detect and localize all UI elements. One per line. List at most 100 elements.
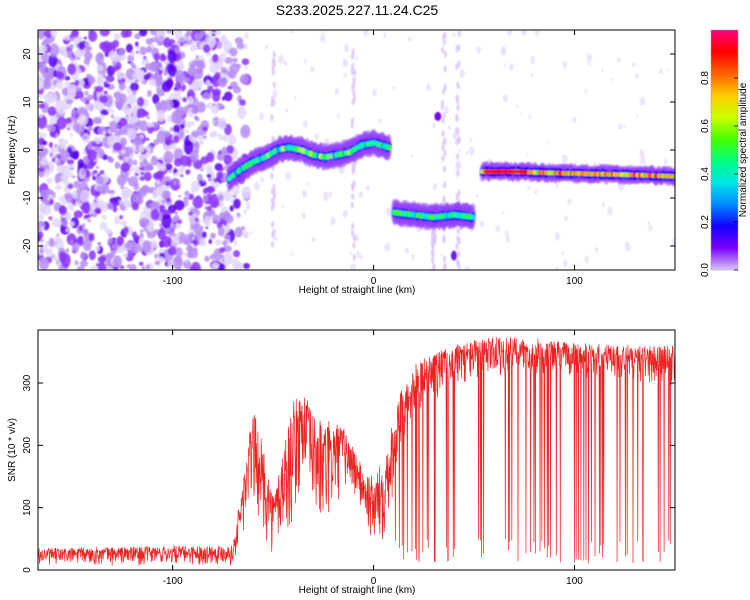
heat-blob: [91, 142, 97, 147]
heat-blob: [221, 254, 225, 259]
heat-blob: [186, 160, 192, 167]
heat-blob: [173, 124, 180, 134]
heat-blob: [75, 90, 84, 99]
heat-blob: [84, 51, 93, 61]
heat-blob: [69, 34, 73, 38]
heat-blob: [554, 232, 561, 241]
heat-blob: [457, 189, 461, 197]
heat-blob: [350, 68, 354, 76]
heat-blob: [46, 68, 54, 77]
heat-blob: [526, 153, 529, 157]
heat-blob: [154, 260, 161, 266]
heat-blob: [95, 176, 105, 185]
heat-blob: [456, 169, 460, 177]
heat-blob: [232, 194, 237, 199]
heat-blob: [134, 33, 141, 40]
heat-blob: [82, 228, 89, 237]
heat-blob: [82, 238, 92, 252]
heat-blob: [224, 123, 232, 136]
heat-blob: [220, 66, 227, 73]
heat-blob: [349, 251, 352, 256]
heat-blob: [56, 79, 64, 90]
heat-blob: [119, 220, 126, 226]
heat-blob: [351, 48, 355, 56]
heat-blob: [594, 246, 599, 253]
heat-blob: [222, 146, 227, 154]
heat-blob: [70, 239, 74, 244]
y-tick-label: 10: [22, 96, 33, 108]
heat-blob: [272, 183, 276, 191]
heat-blob: [140, 171, 145, 176]
heat-blob: [38, 202, 47, 214]
colorbar-gradient: [711, 30, 738, 270]
heat-blob: [112, 142, 123, 152]
heat-blob: [442, 255, 447, 263]
heat-blob: [212, 103, 216, 106]
heat-blob: [72, 153, 79, 160]
heat-blob: [270, 241, 275, 249]
heat-blob: [239, 74, 250, 85]
heat-blob: [116, 53, 127, 61]
heat-blob: [199, 30, 206, 37]
heat-blob: [504, 230, 509, 237]
heat-blob: [183, 140, 194, 155]
heat-blob: [74, 260, 79, 266]
heat-blob: [304, 58, 307, 63]
x-tick-label: -100: [163, 276, 183, 287]
heat-blob: [67, 49, 73, 58]
heat-blob: [561, 251, 564, 256]
heat-blob: [165, 163, 170, 168]
heat-blob: [66, 159, 75, 165]
spectrogram-x-ticks: -100 0 100: [163, 30, 583, 287]
heat-blob: [188, 194, 194, 200]
heat-blob: [272, 50, 276, 58]
heat-blob: [95, 263, 100, 267]
heat-blob: [68, 221, 75, 227]
heat-blob: [301, 189, 307, 198]
heat-blob: [39, 44, 47, 53]
heat-blob: [118, 82, 126, 91]
heat-blob: [350, 222, 355, 230]
heat-blob: [123, 199, 132, 208]
heat-blob: [101, 40, 112, 54]
heat-blob: [169, 236, 180, 247]
heat-blob: [242, 263, 250, 270]
heat-blob: [457, 30, 461, 38]
heat-blob: [648, 224, 653, 232]
spectrogram-y-label: Frequency (Hz): [7, 116, 18, 185]
heat-spot: [434, 111, 442, 121]
heat-blob: [166, 30, 174, 34]
heat-blob: [47, 106, 57, 117]
heat-blob: [352, 180, 356, 188]
heat-blob: [223, 220, 228, 226]
heat-blob: [139, 46, 147, 56]
heat-blob: [138, 261, 144, 266]
x-tick-label: 100: [566, 576, 583, 587]
heat-blob: [96, 64, 104, 72]
heat-blob: [84, 90, 89, 96]
heat-blob: [161, 213, 172, 229]
heat-blob: [216, 153, 222, 161]
heat-blob: [567, 198, 572, 205]
heat-blob: [112, 39, 120, 48]
colorbar-tick-label: 0.8: [700, 71, 711, 85]
heat-blob: [294, 96, 297, 101]
colorbar-tick-label: 0.0: [700, 263, 711, 277]
colorbar-label: Normalized spectral amplitude: [738, 82, 749, 217]
heat-blob: [114, 201, 120, 206]
heat-blob: [229, 62, 240, 74]
heat-blob: [180, 174, 184, 178]
heat-blob: [168, 143, 177, 151]
heat-blob: [440, 103, 445, 111]
heat-blob: [64, 193, 71, 200]
heat-blob: [41, 140, 48, 146]
heat-blob: [352, 95, 357, 103]
heat-blob: [40, 238, 44, 243]
heat-blob: [217, 194, 224, 202]
heat-blob: [234, 37, 244, 45]
heat-blob: [443, 50, 447, 58]
heat-blob: [106, 252, 115, 259]
heat-blob: [96, 185, 106, 193]
heat-blob: [220, 72, 225, 78]
heat-blob: [260, 176, 264, 183]
